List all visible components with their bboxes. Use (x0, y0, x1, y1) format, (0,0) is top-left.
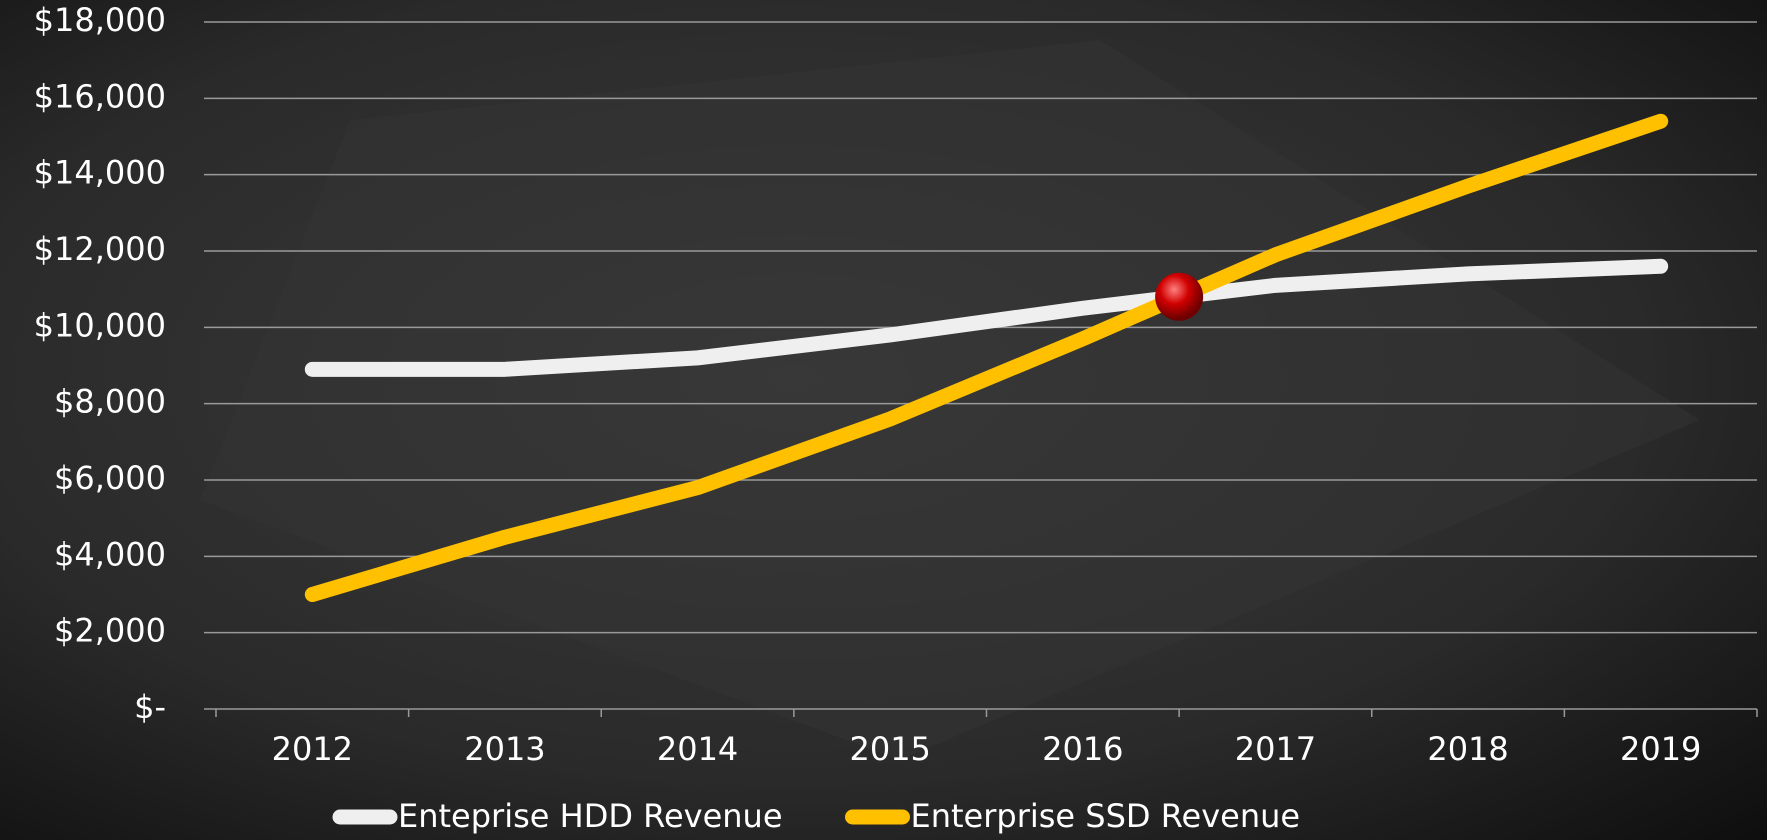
y-tick-label: $4,000 (54, 535, 166, 573)
y-tick-label: $- (134, 688, 166, 726)
y-tick-label: $12,000 (34, 230, 166, 268)
crossover-marker (1155, 272, 1204, 321)
line-series (304, 113, 1669, 602)
y-tick-label: $10,000 (34, 306, 166, 344)
y-tick-label: $2,000 (54, 612, 166, 650)
x-tick-label: 2018 (1427, 730, 1508, 768)
x-tick-label: 2017 (1235, 730, 1316, 768)
x-tick-label: 2014 (657, 730, 738, 768)
x-tick-label: 2019 (1620, 730, 1701, 768)
line-series (304, 258, 1669, 377)
legend-label: Enterprise SSD Revenue (911, 797, 1301, 835)
y-tick-label: $18,000 (34, 1, 166, 39)
legend-label: Enteprise HDD Revenue (398, 797, 783, 835)
y-tick-label: $8,000 (54, 383, 166, 421)
y-tick-label: $6,000 (54, 459, 166, 497)
x-tick-label: 2015 (849, 730, 930, 768)
y-tick-label: $16,000 (34, 77, 166, 115)
y-tick-label: $14,000 (34, 154, 166, 192)
x-tick-label: 2013 (464, 730, 545, 768)
x-tick-label: 2012 (272, 730, 353, 768)
x-tick-label: 2016 (1042, 730, 1123, 768)
